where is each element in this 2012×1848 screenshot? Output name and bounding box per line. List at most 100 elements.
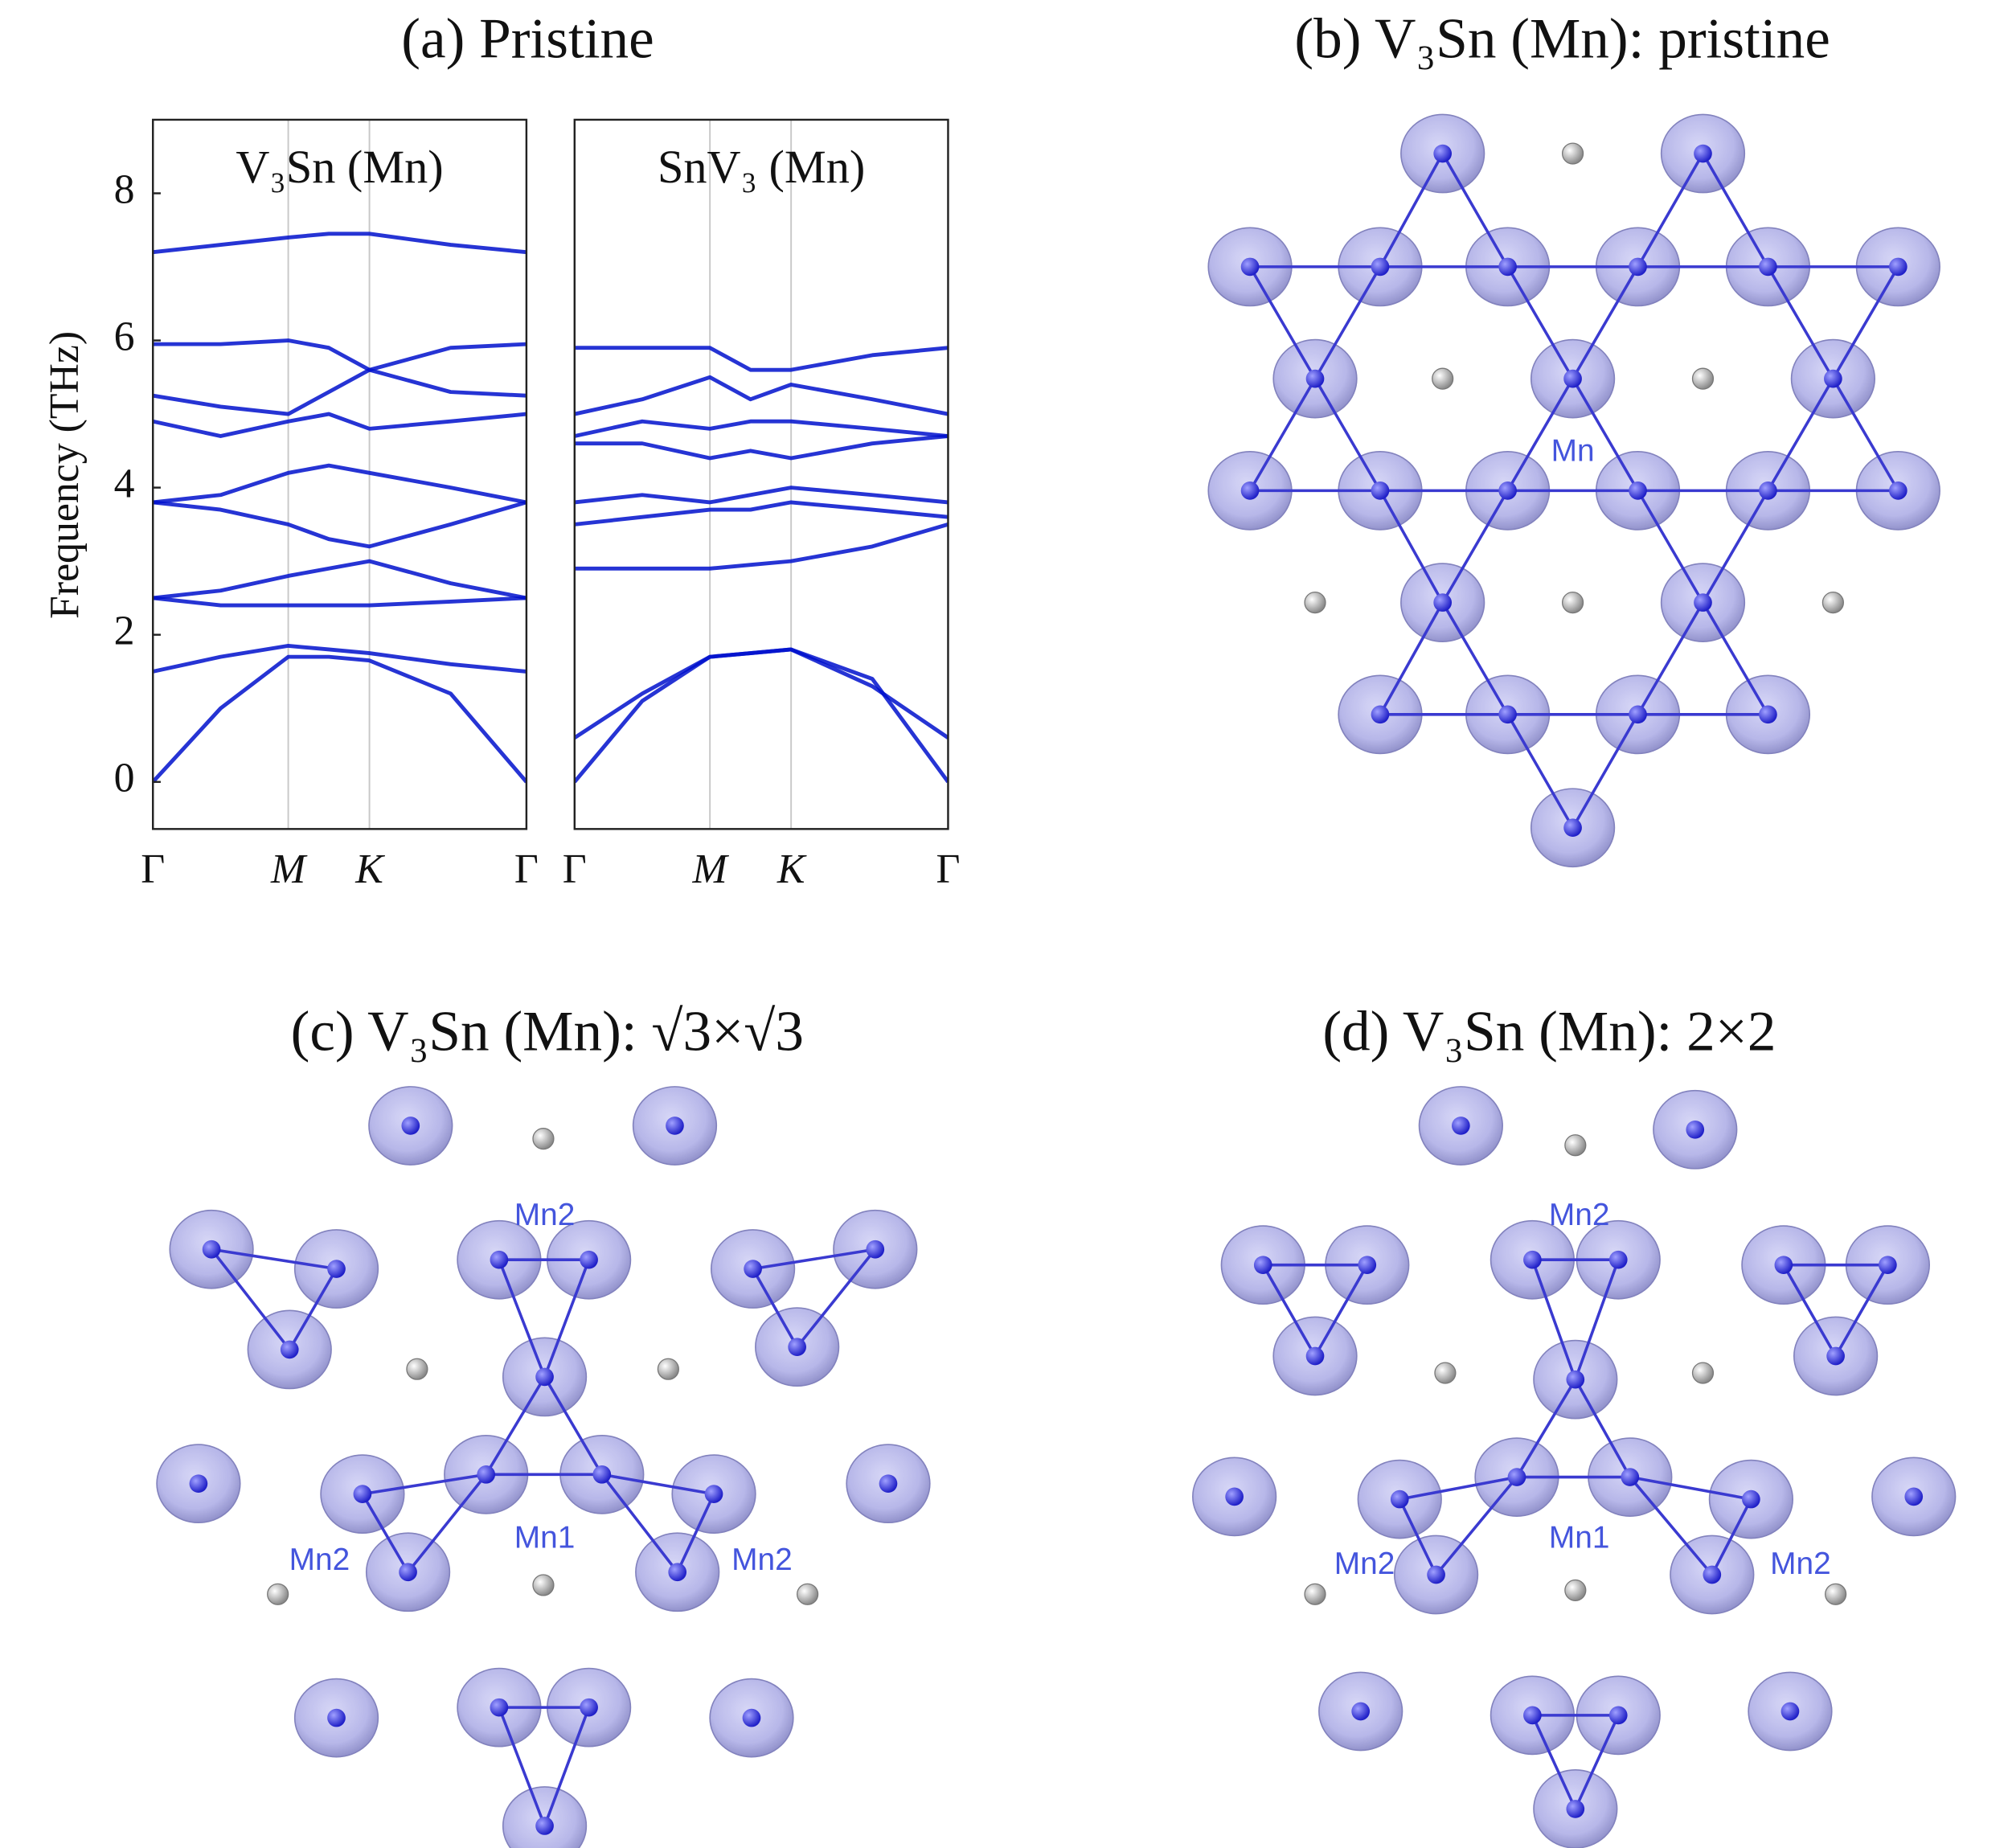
sn-atom xyxy=(1304,592,1326,614)
sn-atom xyxy=(1564,1134,1587,1157)
bond xyxy=(1571,713,1640,829)
v-atom xyxy=(668,1563,687,1582)
v-atom xyxy=(477,1465,496,1484)
sn-atom xyxy=(1434,1362,1457,1384)
v-atom xyxy=(1566,1370,1585,1389)
v-atom xyxy=(1498,705,1517,724)
bond xyxy=(1313,266,1382,380)
bond xyxy=(1701,490,1769,604)
v-atom xyxy=(1742,1489,1760,1509)
atom-label: Mn2 xyxy=(1770,1547,1831,1581)
v-atom xyxy=(1686,1120,1705,1139)
atom-label: Mn1 xyxy=(1549,1521,1610,1555)
bond xyxy=(1313,1264,1369,1357)
bond xyxy=(752,1248,876,1271)
v-atom xyxy=(490,1250,509,1269)
bond xyxy=(600,1473,679,1573)
sn-atom xyxy=(1564,1579,1587,1602)
v-atom xyxy=(327,1260,346,1278)
bond xyxy=(211,1248,337,1271)
v-atom xyxy=(327,1708,346,1727)
band xyxy=(574,375,949,416)
bond xyxy=(543,1376,604,1476)
v-atom xyxy=(866,1240,885,1259)
bond xyxy=(1831,266,1899,380)
v-atom xyxy=(189,1474,208,1494)
bond xyxy=(1571,266,1640,380)
band xyxy=(574,419,949,438)
bond xyxy=(1629,1476,1714,1576)
v-atom xyxy=(280,1340,299,1359)
v-atom xyxy=(1608,1250,1628,1269)
v-atom xyxy=(399,1563,417,1582)
band xyxy=(153,338,527,372)
v-atom xyxy=(1305,369,1325,388)
band xyxy=(574,647,949,784)
band xyxy=(153,412,527,438)
v-atom xyxy=(535,1817,554,1835)
x-tick-label: K xyxy=(777,846,807,892)
v-atom xyxy=(1824,369,1842,388)
bond xyxy=(1313,378,1382,492)
band xyxy=(153,596,527,608)
band xyxy=(153,643,527,674)
bond xyxy=(1506,713,1575,829)
v-atom xyxy=(1433,593,1453,612)
v-atom xyxy=(1427,1565,1445,1584)
v-atom xyxy=(879,1474,898,1494)
v-atom xyxy=(592,1465,612,1484)
atom-label: Mn1 xyxy=(514,1521,576,1555)
atom-label: Mn2 xyxy=(289,1543,350,1577)
bond xyxy=(1571,378,1640,492)
v-atom xyxy=(1358,1256,1377,1275)
bond xyxy=(362,1473,486,1496)
v-atom xyxy=(1371,481,1390,500)
v-atom xyxy=(1629,481,1647,500)
v-atom xyxy=(1253,1256,1272,1275)
v-atom xyxy=(742,1708,761,1727)
v-atom xyxy=(1879,1256,1897,1275)
band xyxy=(574,346,949,372)
band xyxy=(153,232,527,255)
v-atom xyxy=(580,1698,598,1717)
bond xyxy=(543,1259,591,1378)
v-atom xyxy=(1433,144,1453,163)
inset-label: SnV₃ (Mn) xyxy=(658,141,865,193)
v-atom xyxy=(1629,257,1647,277)
v-atom xyxy=(1563,369,1582,388)
x-tick-label: Γ xyxy=(563,846,587,892)
bond xyxy=(498,1707,547,1827)
bond xyxy=(1701,153,1769,268)
v-atom xyxy=(1452,1117,1470,1135)
bond xyxy=(1629,1475,1752,1501)
inset-label: V₃Sn (Mn) xyxy=(236,141,443,193)
bond xyxy=(1766,266,1834,380)
sn-atom xyxy=(532,1128,555,1150)
v-atom xyxy=(1305,1346,1325,1366)
atom-label: Mn2 xyxy=(514,1198,576,1232)
v-atom xyxy=(1390,1489,1409,1509)
panel-title: (b) V₃Sn (Mn): pristine xyxy=(1294,7,1830,70)
v-atom xyxy=(1608,1706,1628,1725)
bond xyxy=(1636,153,1705,268)
v-atom xyxy=(353,1485,372,1503)
atom-label: Mn2 xyxy=(1549,1198,1610,1232)
v-atom xyxy=(1351,1702,1371,1721)
bond xyxy=(1636,601,1705,715)
bond xyxy=(1515,1379,1577,1478)
axes-frame xyxy=(152,118,528,830)
sn-atom xyxy=(1304,1583,1326,1605)
sn-atom xyxy=(1561,142,1584,165)
x-tick-label: Γ xyxy=(936,846,960,892)
v-atom xyxy=(704,1485,723,1503)
bond xyxy=(1834,1264,1889,1357)
v-atom xyxy=(1563,818,1582,838)
y-tick-label: 2 xyxy=(114,608,135,654)
atom-label: Mn2 xyxy=(1334,1547,1395,1581)
panel-title: (d) V₃Sn (Mn): 2×2 xyxy=(1322,1001,1776,1063)
sn-atom xyxy=(797,1583,819,1605)
v-atom xyxy=(1621,1468,1640,1486)
y-tick-label: 6 xyxy=(114,313,135,359)
bond xyxy=(1248,266,1317,380)
